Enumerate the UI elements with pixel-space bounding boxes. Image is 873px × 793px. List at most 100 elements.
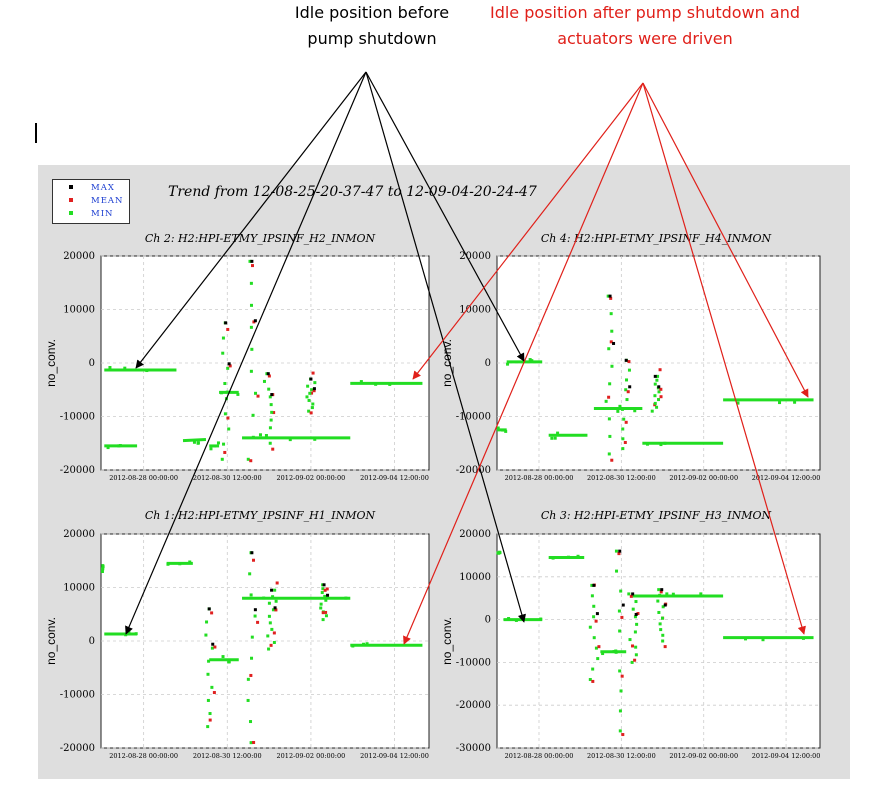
data-point-min: [744, 637, 748, 641]
data-point-mean: [323, 588, 327, 592]
data-point-min: [619, 589, 623, 593]
data-point-mean: [312, 389, 316, 393]
data-point-mean: [212, 691, 216, 695]
y-tick-label: -20000: [60, 743, 95, 754]
data-point-min: [251, 413, 255, 417]
y-tick-label: 20000: [459, 251, 491, 262]
data-point-min: [658, 593, 662, 597]
data-point-max: [273, 606, 277, 610]
y-axis-label: no_conv.: [440, 339, 454, 387]
data-point-min: [655, 378, 659, 382]
data-point-mean: [271, 447, 275, 451]
data-point-min: [273, 588, 277, 592]
data-point-mean: [597, 645, 601, 649]
data-point-min: [501, 428, 505, 432]
data-point-min: [225, 390, 229, 394]
y-axis-label: no_conv.: [44, 617, 58, 665]
legend-label-mean: MEAN: [91, 196, 124, 206]
data-point-min: [258, 433, 262, 437]
data-point-min: [250, 656, 254, 660]
y-tick-label: -10000: [60, 412, 95, 423]
data-point-min: [588, 678, 592, 682]
legend-item-max: MAX: [59, 182, 129, 194]
data-point-min: [236, 392, 240, 396]
data-point-min: [604, 399, 608, 403]
annotation-arrow-black: [135, 71, 367, 369]
data-point-min: [320, 591, 324, 595]
data-point-min: [117, 444, 121, 448]
data-point-min: [246, 457, 250, 461]
data-point-min: [630, 660, 634, 664]
data-point-max: [660, 588, 664, 592]
y-tick-label: -10000: [456, 657, 491, 668]
legend-swatch-mean: [69, 198, 73, 202]
data-point-min: [118, 444, 122, 448]
data-point-max: [266, 372, 270, 376]
x-tick-label: 2012-08-30 12:00:00: [587, 474, 656, 482]
legend-label-min: MIN: [91, 209, 114, 219]
data-point-mean: [623, 440, 627, 444]
data-point-mean: [659, 387, 663, 391]
data-point-min: [496, 426, 500, 430]
data-point-min: [659, 443, 663, 447]
data-point-min: [665, 592, 669, 596]
data-segment: [182, 438, 207, 443]
data-point-min: [227, 427, 231, 431]
data-point-max: [250, 259, 254, 263]
data-point-min: [566, 555, 570, 559]
data-point-min: [530, 359, 534, 363]
data-point-min: [267, 387, 271, 391]
data-point-min: [653, 401, 657, 405]
data-point-mean: [658, 368, 662, 372]
chart-title-ch4: Ch 4: H2:HPI-ETMY_IPSINF_H4_INMON: [540, 232, 772, 245]
data-point-mean: [324, 610, 328, 614]
data-point-min: [661, 639, 665, 643]
chart-title-ch2: Ch 2: H2:HPI-ETMY_IPSINF_H2_INMON: [144, 232, 376, 245]
data-point-mean: [620, 615, 624, 619]
x-tick-label: 2012-08-30 12:00:00: [587, 752, 656, 760]
data-point-min: [660, 616, 664, 620]
data-point-min: [313, 381, 317, 385]
data-point-min: [249, 303, 253, 307]
data-point-min: [207, 659, 211, 663]
annotation-before-line-1: Idle position before: [294, 3, 450, 22]
data-point-max: [253, 608, 257, 612]
data-point-min: [210, 646, 214, 650]
data-point-min: [633, 409, 637, 413]
data-point-min: [617, 609, 621, 613]
data-point-min: [653, 394, 657, 398]
data-point-min: [496, 551, 500, 555]
data-point-mean: [226, 416, 230, 420]
data-point-max: [270, 588, 274, 592]
data-point-min: [271, 608, 275, 612]
data-point-min: [506, 362, 510, 366]
y-tick-label: -20000: [456, 465, 491, 476]
data-point-mean: [609, 296, 613, 300]
data-point-min: [607, 417, 611, 421]
annotation-after-line-2: actuators were driven: [557, 29, 733, 48]
data-point-max: [663, 603, 667, 607]
x-tick-label: 2012-09-04 12:00:00: [752, 752, 821, 760]
data-point-min: [266, 634, 270, 638]
data-point-min: [553, 436, 557, 440]
data-point-min: [220, 457, 224, 461]
x-tick-label: 2012-09-02 00:00:00: [669, 752, 738, 760]
data-point-min: [657, 588, 661, 592]
y-tick-label: 0: [485, 615, 491, 626]
y-tick-label: -20000: [60, 465, 95, 476]
data-point-min: [528, 358, 532, 362]
data-point-mean: [311, 371, 315, 375]
data-point-min: [272, 640, 276, 644]
data-point-mean: [607, 395, 611, 399]
data-point-min: [324, 614, 328, 618]
data-point-min: [588, 625, 592, 629]
data-point-mean: [659, 590, 663, 594]
data-point-mean: [226, 327, 230, 331]
annotation-arrow-black: [365, 71, 526, 623]
y-tick-label: -20000: [456, 700, 491, 711]
data-point-min: [610, 364, 614, 368]
data-point-min: [249, 720, 253, 724]
data-point-min: [801, 636, 805, 640]
data-point-min: [556, 431, 560, 435]
data-point-min: [249, 593, 253, 597]
